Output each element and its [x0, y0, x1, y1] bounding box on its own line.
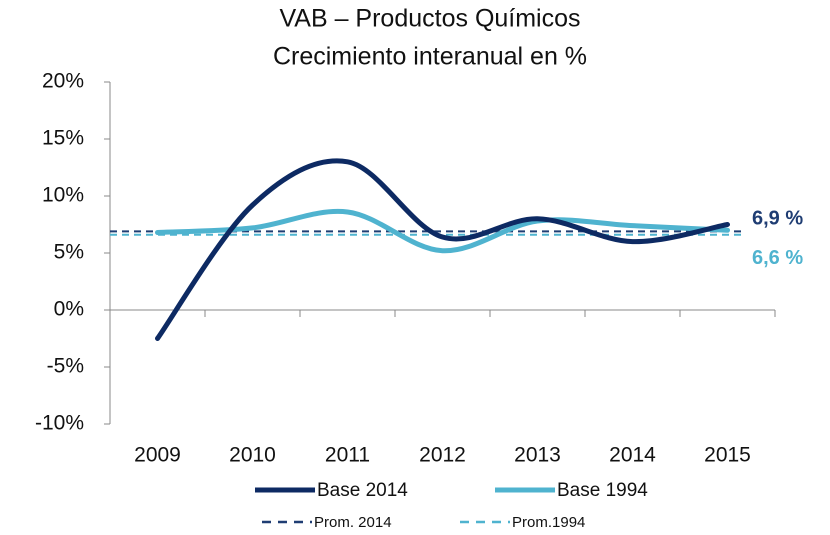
- y-tick-label: 0%: [54, 298, 84, 321]
- legend-label: Base 1994: [557, 480, 648, 501]
- y-tick-label: 15%: [42, 127, 84, 150]
- reference-label: 6,6 %: [752, 247, 803, 269]
- x-tick-label: 2011: [325, 444, 370, 467]
- series-line: [155, 208, 730, 254]
- x-tick-label: 2015: [704, 444, 751, 467]
- y-tick-label: -10%: [35, 412, 84, 435]
- y-tick-label: 5%: [54, 241, 84, 264]
- x-tick-label: 2014: [609, 444, 656, 467]
- x-tick-label: 2012: [419, 444, 466, 467]
- reference-label: 6,9 %: [752, 208, 803, 230]
- series-line: [155, 158, 730, 341]
- chart-title: VAB – Productos Químicos: [279, 5, 580, 33]
- x-tick-label: 2010: [229, 444, 276, 467]
- legend-label: Prom.1994: [512, 514, 585, 531]
- x-tick-label: 2009: [134, 444, 181, 467]
- legend-label: Prom. 2014: [314, 514, 392, 531]
- chart-subtitle: Crecimiento interanual en %: [273, 43, 587, 71]
- y-tick-label: -5%: [47, 355, 84, 378]
- y-tick-label: 10%: [42, 184, 84, 207]
- legend-label: Base 2014: [317, 480, 408, 501]
- y-tick-label: 20%: [42, 70, 84, 93]
- x-tick-label: 2013: [514, 444, 561, 467]
